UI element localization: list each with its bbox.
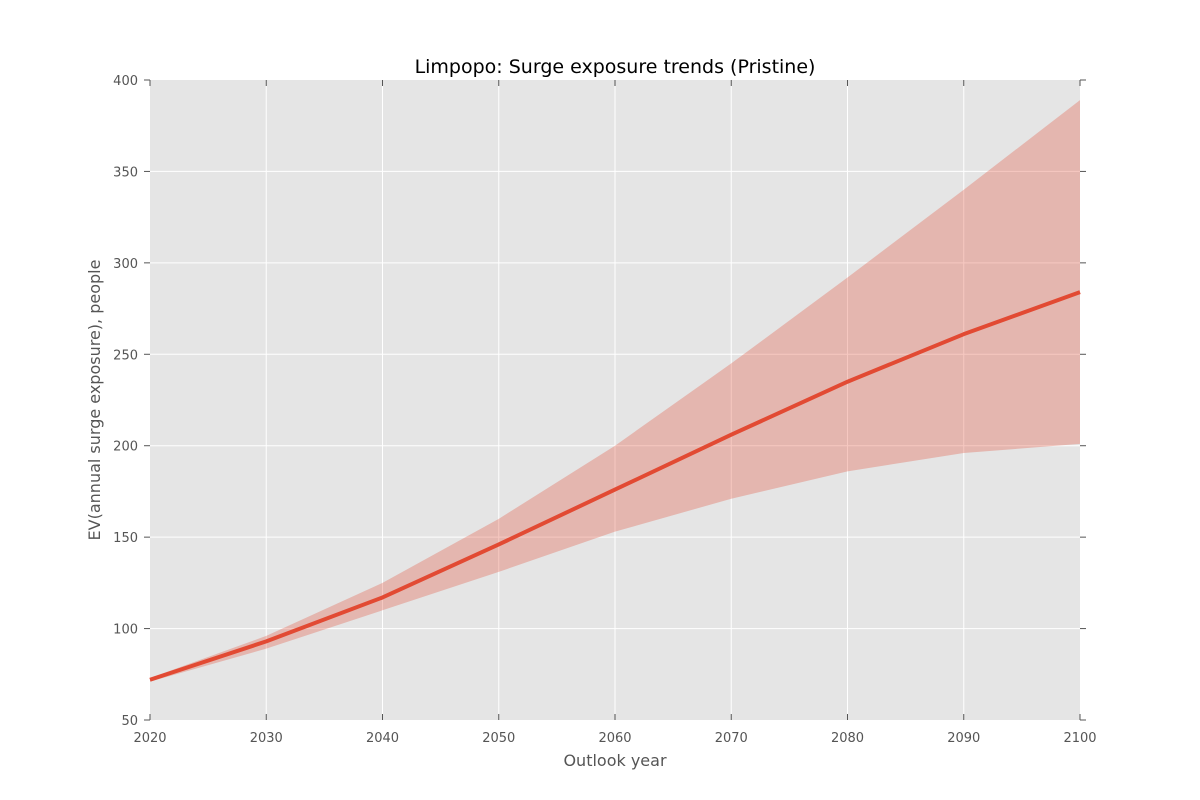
x-tick-label: 2070: [715, 731, 748, 746]
y-tick-label: 200: [113, 440, 138, 455]
uncertainty-band-layer: [150, 100, 1080, 682]
y-tick-label: 300: [113, 257, 138, 272]
x-tick-label: 2020: [133, 731, 166, 746]
x-tick-label: 2050: [482, 731, 515, 746]
uncertainty-band: [150, 100, 1080, 682]
y-tick-label: 150: [113, 531, 138, 546]
x-tick-label: 2030: [250, 731, 283, 746]
chart-title: Limpopo: Surge exposure trends (Pristine…: [415, 56, 816, 78]
y-tick-label: 350: [113, 165, 138, 180]
x-tick-label: 2040: [366, 731, 399, 746]
x-tick-label: 2100: [1063, 731, 1096, 746]
y-tick-label: 50: [121, 714, 138, 729]
y-tick-label: 250: [113, 348, 138, 363]
y-axis-label: EV(annual surge exposure), people: [85, 260, 104, 541]
ticks: 2020 2030 2040 2050 2060 2070 2080 2090 2100 50 10…: [113, 74, 1096, 746]
y-tick-label: 400: [113, 74, 138, 89]
series-line: [149, 290, 1081, 682]
series-line-layer: [149, 290, 1081, 682]
x-tick-label: 2080: [831, 731, 864, 746]
x-tick-label: 2060: [598, 731, 631, 746]
y-tick-label: 100: [113, 623, 138, 638]
x-axis-label: Outlook year: [563, 751, 667, 770]
x-tick-label: 2090: [947, 731, 980, 746]
